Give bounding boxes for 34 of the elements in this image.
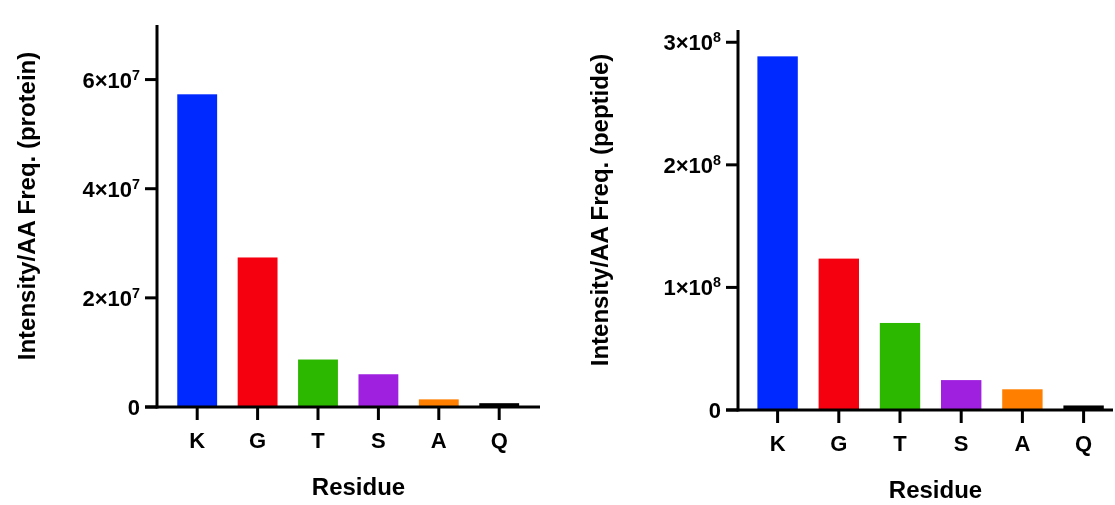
bar bbox=[879, 322, 921, 410]
x-tick-label: T bbox=[311, 428, 326, 453]
x-tick-label: G bbox=[249, 428, 267, 453]
y-tick-label: 2×10$^{7}$ bbox=[82, 284, 141, 311]
bar bbox=[1002, 389, 1043, 410]
x-tick-label: A bbox=[1014, 431, 1031, 456]
x-tick-label: Q bbox=[1075, 431, 1093, 456]
x-tick-label: G bbox=[830, 431, 848, 456]
y-tick-label: 3×10$^{8}$ bbox=[663, 29, 722, 56]
bar bbox=[177, 94, 218, 407]
x-tick-label: S bbox=[953, 431, 969, 456]
y-tick-label: 0 bbox=[708, 398, 721, 423]
x-tick-label: S bbox=[371, 428, 386, 453]
y-tick-label: 6×10$^{7}$ bbox=[82, 66, 141, 93]
bar bbox=[298, 359, 338, 407]
y-tick-label: 4×10$^{7}$ bbox=[82, 175, 141, 202]
x-tick-label: Q bbox=[490, 428, 508, 453]
y-axis-title: Intensity/AA Freq. (peptide) bbox=[586, 53, 613, 367]
y-tick-label: 0 bbox=[127, 395, 140, 420]
x-axis-title: Residue bbox=[311, 473, 406, 500]
bar bbox=[237, 257, 278, 407]
x-tick-label: A bbox=[430, 428, 447, 453]
bar bbox=[757, 56, 798, 410]
x-tick-label: K bbox=[189, 428, 206, 453]
bar bbox=[818, 258, 859, 410]
x-tick-label: K bbox=[769, 431, 786, 456]
x-axis-title: Residue bbox=[888, 476, 983, 503]
y-tick-label: 1×10$^{8}$ bbox=[663, 274, 722, 301]
bar bbox=[418, 399, 459, 407]
bar bbox=[941, 380, 982, 410]
x-tick-label: T bbox=[893, 431, 908, 456]
bar bbox=[358, 374, 399, 407]
y-tick-label: 2×10$^{8}$ bbox=[663, 151, 722, 178]
y-axis-title: Intensity/AA Freq. (protein) bbox=[13, 51, 40, 361]
